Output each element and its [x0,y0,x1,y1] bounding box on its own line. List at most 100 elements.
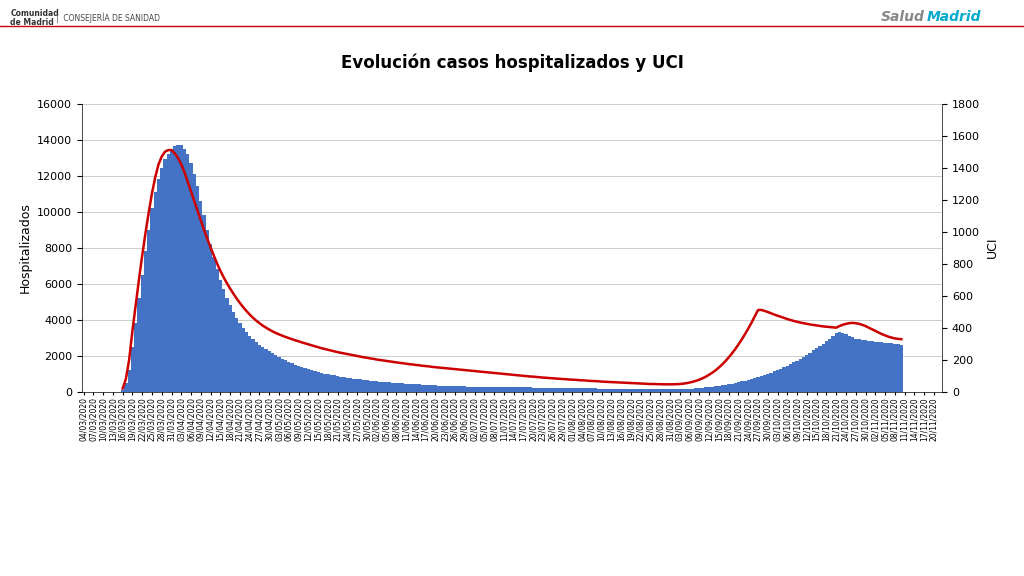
Bar [424,385,427,392]
Bar [763,375,766,392]
Bar [652,389,655,392]
Bar [212,257,215,392]
Bar [466,386,470,392]
Bar [900,344,903,392]
Bar [502,387,506,392]
Bar [473,386,476,392]
Bar [721,385,724,392]
Bar [437,385,440,392]
Bar [134,323,137,392]
Bar [131,347,134,392]
Bar [225,298,228,392]
Bar [170,149,173,392]
Bar [421,385,424,392]
Bar [470,386,473,392]
Bar [379,382,382,392]
Bar [179,145,183,392]
Bar [724,385,727,392]
Bar [578,388,581,392]
Bar [264,349,267,392]
Bar [372,381,375,392]
Bar [717,386,721,392]
Bar [200,201,203,392]
Bar [261,347,264,392]
Bar [499,387,502,392]
Bar [457,386,460,392]
Bar [140,275,143,392]
Bar [388,382,391,392]
Bar [349,378,352,392]
Bar [515,388,518,392]
Bar [375,381,379,392]
Bar [496,387,499,392]
Bar [675,389,678,392]
Bar [788,364,793,392]
Bar [274,355,278,392]
Bar [476,387,479,392]
Bar [570,388,573,392]
Bar [655,389,658,392]
Bar [522,388,525,392]
Bar [809,353,812,392]
Bar [427,385,430,392]
Bar [796,361,799,392]
Bar [518,388,522,392]
Bar [251,339,255,392]
Bar [509,387,512,392]
Bar [812,350,815,392]
Bar [590,388,594,392]
Bar [867,341,870,392]
Bar [358,380,362,392]
Bar [551,388,554,392]
Bar [385,382,388,392]
Bar [538,388,542,392]
Bar [831,336,835,392]
Bar [278,357,281,392]
Bar [760,376,763,392]
Bar [258,345,261,392]
Bar [297,366,300,392]
Bar [750,379,753,392]
Bar [821,343,824,392]
Bar [291,363,294,392]
Bar [884,343,887,392]
Bar [506,387,509,392]
Bar [881,342,884,392]
Bar [124,382,128,392]
Bar [697,388,701,392]
Bar [600,389,603,392]
Bar [239,323,242,392]
Bar [446,386,451,392]
Bar [779,369,782,392]
Bar [681,389,685,392]
Bar [694,388,697,392]
Bar [242,328,245,392]
Text: Madrid: Madrid [927,10,981,24]
Bar [147,230,151,392]
Bar [860,340,864,392]
Bar [206,230,209,392]
Bar [815,348,818,392]
Bar [691,389,694,392]
Bar [486,387,489,392]
Bar [688,389,691,392]
Bar [366,380,369,392]
Bar [336,376,339,392]
Bar [440,386,443,392]
Bar [727,384,730,392]
Bar [313,371,316,392]
Bar [186,154,189,392]
Bar [802,357,805,392]
Bar [658,389,662,392]
Bar [525,388,528,392]
Bar [531,388,535,392]
Bar [391,382,394,392]
Bar [769,373,773,392]
Bar [219,280,222,392]
Bar [307,369,310,392]
Bar [841,333,845,392]
Bar [776,370,779,392]
Bar [824,341,828,392]
Bar [463,386,466,392]
Bar [757,377,760,392]
